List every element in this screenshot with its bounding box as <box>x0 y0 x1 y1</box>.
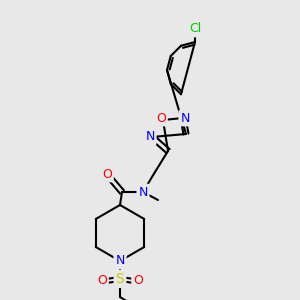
Text: N: N <box>180 112 190 124</box>
Text: S: S <box>116 272 124 286</box>
Text: N: N <box>115 254 125 268</box>
Text: O: O <box>97 274 107 287</box>
Text: Cl: Cl <box>189 22 201 35</box>
Text: N: N <box>145 130 155 143</box>
Text: O: O <box>133 274 143 287</box>
Text: O: O <box>102 167 112 181</box>
Text: N: N <box>138 185 148 199</box>
Text: O: O <box>156 112 166 124</box>
